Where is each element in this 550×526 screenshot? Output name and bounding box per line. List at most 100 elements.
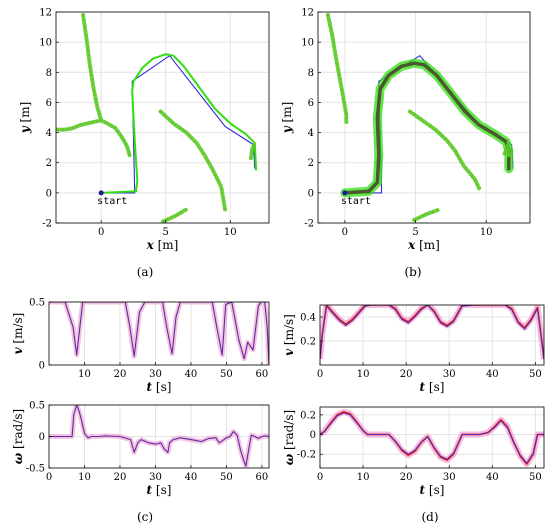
y-axis-label-4: ω [rad/s]	[11, 409, 25, 464]
x-tick-label: 30	[149, 472, 162, 483]
chart-3: 10 20 30 40 50 60 0 0.5	[29, 298, 270, 380]
plot-area	[325, 13, 514, 222]
scan-points-2	[82, 14, 102, 121]
plot-area	[49, 302, 269, 365]
scan-points-6	[57, 119, 131, 156]
start-annotation: start	[341, 196, 371, 207]
trajectory-line	[343, 61, 511, 195]
y-axis-label-6: ω [rad/s]	[282, 410, 296, 465]
y-tick-label: 0.2	[300, 337, 316, 348]
axes-frame	[319, 406, 545, 469]
x-tick-label: 10	[78, 472, 91, 483]
chart-2: start 0 5 10 -2 0 2 4 6 8 10 12	[301, 8, 531, 238]
axes-frame	[319, 304, 545, 366]
y-axis-label-3: v [m/s]	[11, 313, 25, 355]
y-tick-label: 2	[46, 158, 52, 169]
y-tick-label: -0.5	[26, 464, 45, 475]
measured-signal	[320, 412, 544, 464]
x-tick-label: 0	[317, 369, 323, 380]
y-tick-label: 8	[46, 68, 52, 79]
y-tick-label: -2	[304, 219, 314, 230]
scan-points-3	[409, 111, 480, 189]
reference-band	[320, 305, 544, 360]
y-axis-label-2: y [m]	[280, 102, 294, 135]
x-tick-label: 10	[357, 472, 370, 483]
x-axis-label-5: t [s]	[420, 380, 445, 394]
scan-series-2	[325, 13, 349, 124]
x-tick-label: 10	[224, 227, 237, 238]
panel-label-a: (a)	[137, 265, 154, 279]
y-tick-label: 12	[301, 8, 314, 19]
x-axis-label-1: x [m]	[146, 238, 179, 252]
axes-frame	[317, 11, 531, 224]
scan-series-3	[407, 109, 482, 191]
y-tick-label: 0	[310, 430, 316, 441]
plot-area	[320, 305, 544, 360]
axes-frame	[55, 11, 270, 224]
y-tick-label: 0	[39, 361, 45, 372]
panel-label-b: (b)	[404, 265, 421, 279]
x-tick-label: 50	[529, 472, 542, 483]
chart-1: start 0 5 10 -2 0 2 4 6 8 10 12	[39, 8, 270, 238]
y-tick-label: 0.4	[300, 313, 316, 324]
scan-series-6	[56, 118, 132, 158]
x-tick-label: 30	[443, 472, 456, 483]
plot-area	[49, 405, 269, 468]
scan-series-5	[502, 138, 511, 158]
y-tick-label: 8	[308, 68, 314, 79]
scan-points-3	[160, 111, 226, 210]
x-axis-label-4: t [s]	[147, 483, 172, 497]
y-tick-label: 6	[308, 98, 314, 109]
y-tick-label: -0.2	[297, 450, 316, 461]
x-tick-label: 40	[185, 369, 198, 380]
y-tick-label: 10	[39, 38, 52, 49]
x-tick-label: 50	[529, 369, 542, 380]
y-tick-label: 12	[39, 8, 52, 19]
y-tick-label: 4	[46, 128, 52, 139]
scan-series-2	[81, 13, 104, 123]
plot-area	[56, 13, 258, 223]
x-tick-label: 0	[342, 227, 348, 238]
x-tick-label: 30	[443, 369, 456, 380]
x-axis-label-2: x [m]	[407, 238, 440, 252]
x-tick-label: 10	[480, 227, 493, 238]
y-tick-label: 0.5	[29, 298, 45, 309]
y-axis-label-5: v [m/s]	[282, 314, 296, 356]
scan-series-4	[161, 207, 189, 223]
x-tick-label: 60	[256, 369, 269, 380]
measured-signal	[49, 405, 269, 467]
panel-label-d: (d)	[421, 510, 438, 524]
y-tick-label: 4	[308, 128, 314, 139]
x-tick-label: 20	[400, 472, 413, 483]
x-tick-label: 50	[220, 369, 233, 380]
y-tick-label: 6	[46, 98, 52, 109]
panel-label-c: (c)	[137, 510, 153, 524]
y-tick-label: -2	[42, 219, 52, 230]
chart-5: 0 10 20 30 40 50 0.2 0.4	[300, 304, 545, 380]
y-tick-label: 2	[308, 158, 314, 169]
x-tick-label: 5	[412, 227, 418, 238]
x-tick-label: 40	[486, 369, 499, 380]
measured-signal	[49, 302, 269, 365]
trajectory-line	[101, 53, 258, 194]
x-axis-label-3: t [s]	[147, 380, 172, 394]
measured-band	[49, 405, 269, 468]
start-annotation: start	[97, 196, 127, 207]
y-tick-label: 0	[308, 188, 314, 199]
y-axis-label-1: y [m]	[18, 102, 32, 135]
x-tick-label: 20	[114, 369, 127, 380]
x-tick-label: 40	[185, 472, 198, 483]
y-tick-label: 0	[46, 188, 52, 199]
start-marker	[98, 190, 104, 196]
x-tick-label: 40	[486, 472, 499, 483]
scan-series-4	[412, 207, 442, 222]
x-tick-label: 10	[78, 369, 91, 380]
y-tick-label: 0.2	[300, 410, 316, 421]
y-tick-label: 0	[39, 432, 45, 443]
chart-6: 0 10 20 30 40 50-0.200.2	[297, 406, 545, 483]
x-tick-label: 0	[98, 227, 104, 238]
x-tick-label: 20	[400, 369, 413, 380]
y-tick-label: 10	[301, 38, 314, 49]
axes-frame	[48, 301, 270, 366]
